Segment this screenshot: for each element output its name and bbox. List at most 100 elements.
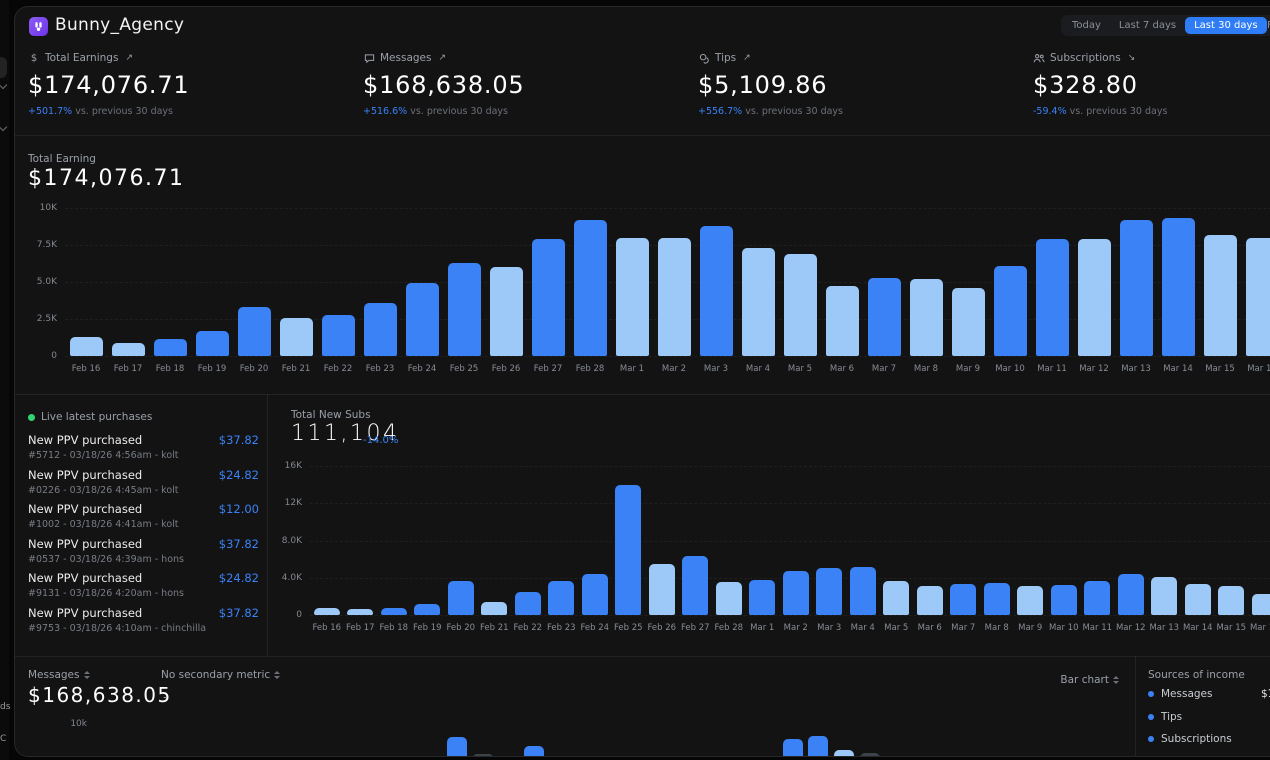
primary-metric-value: $168,638.05 xyxy=(28,683,172,707)
x-axis-label: Mar 10 xyxy=(1048,623,1079,633)
purchase-title: New PPV purchased xyxy=(28,571,143,586)
bar-mar-8[interactable] xyxy=(909,279,943,356)
bar-mar-3[interactable] xyxy=(816,568,843,615)
x-axis-label: Feb 26 xyxy=(491,364,521,374)
source-value: $5,109.86 xyxy=(1261,711,1270,723)
bar-mar-5[interactable] xyxy=(883,581,910,615)
bar-mar-4[interactable] xyxy=(849,566,876,615)
bar-mar-2[interactable] xyxy=(657,237,691,356)
bar-feb-27[interactable] xyxy=(682,556,709,615)
bar-feb-28[interactable] xyxy=(715,582,742,615)
clipped-bar[interactable] xyxy=(808,736,828,756)
bar-feb-27[interactable] xyxy=(531,239,565,356)
primary-metric-select[interactable]: Messages xyxy=(28,669,90,681)
x-axis-label: Mar 15 xyxy=(1205,364,1235,374)
bar-mar-6[interactable] xyxy=(825,286,859,356)
bar-feb-17[interactable] xyxy=(347,609,374,615)
range-option-last-7-days[interactable]: Last 7 days xyxy=(1118,20,1177,31)
clipped-bar[interactable] xyxy=(447,737,467,756)
bar-feb-26[interactable] xyxy=(489,267,523,356)
x-axis-label: Mar 12 xyxy=(1079,364,1109,374)
bar-mar-13[interactable] xyxy=(1151,576,1178,615)
bar-mar-7[interactable] xyxy=(867,277,901,356)
x-axis-label: Feb 26 xyxy=(647,623,677,633)
gridline xyxy=(65,208,1270,209)
purchase-meta: #5712 - 03/18/26 4:56am - kolt xyxy=(28,450,179,461)
bar-mar-7[interactable] xyxy=(950,584,977,615)
divider xyxy=(15,656,1270,657)
chart-type-select[interactable]: Bar chart xyxy=(1060,674,1119,686)
clipped-bar[interactable] xyxy=(473,754,493,756)
bar-mar-13[interactable] xyxy=(1119,219,1153,356)
clipped-bar[interactable] xyxy=(783,739,803,756)
bar-feb-20[interactable] xyxy=(447,581,474,615)
kpi-header: Messages ↗ xyxy=(363,52,683,64)
bar-feb-18[interactable] xyxy=(153,338,187,356)
range-option-today[interactable]: Today xyxy=(1072,20,1101,31)
bar-mar-10[interactable] xyxy=(993,265,1027,356)
bar-feb-23[interactable] xyxy=(363,302,397,356)
message-icon xyxy=(363,53,375,64)
clipped-bar[interactable] xyxy=(524,746,544,756)
clipped-bar[interactable] xyxy=(834,750,854,756)
bar-mar-12[interactable] xyxy=(1077,239,1111,356)
bar-feb-20[interactable] xyxy=(237,307,271,356)
chevron-down-icon[interactable] xyxy=(0,122,8,132)
secondary-metric-select[interactable]: No secondary metric xyxy=(161,669,281,681)
bar-mar-12[interactable] xyxy=(1117,574,1144,615)
bar-mar-8[interactable] xyxy=(983,583,1010,615)
bar-slot xyxy=(779,466,813,615)
bar-feb-24[interactable] xyxy=(405,283,439,356)
bar-mar-15[interactable] xyxy=(1203,234,1237,356)
bar-mar-6[interactable] xyxy=(916,586,943,615)
bar-feb-19[interactable] xyxy=(195,330,229,356)
subs-chart-total: 111,104 xyxy=(291,421,400,446)
bar-feb-21[interactable] xyxy=(279,317,313,356)
purchase-title: New PPV purchased xyxy=(28,433,143,447)
bar-feb-22[interactable] xyxy=(321,315,355,356)
bar-feb-23[interactable] xyxy=(548,580,575,615)
bar-mar-2[interactable] xyxy=(782,571,809,615)
bar-mar-1[interactable] xyxy=(615,237,649,356)
bar-mar-1[interactable] xyxy=(749,579,776,615)
bar-mar-14[interactable] xyxy=(1184,584,1211,615)
bar-feb-19[interactable] xyxy=(414,603,441,615)
bar-feb-26[interactable] xyxy=(648,563,675,615)
bar-feb-17[interactable] xyxy=(111,342,145,356)
purchase-amount: $37.82 xyxy=(218,536,259,551)
purchase-meta: #9753 - 03/18/26 4:10am - chinchilla xyxy=(28,623,207,634)
bar-feb-16[interactable] xyxy=(313,608,340,615)
bar-mar-10[interactable] xyxy=(1050,585,1077,615)
bar-mar-11[interactable] xyxy=(1035,239,1069,356)
bar-mar-3[interactable] xyxy=(699,225,733,356)
purchase-title: New PPV purchased xyxy=(28,467,143,482)
bar-feb-25[interactable] xyxy=(615,484,642,615)
live-purchases-title: Live latest purchases xyxy=(41,411,153,423)
sidebar-item-fragment[interactable] xyxy=(0,57,7,78)
bar-feb-21[interactable] xyxy=(481,601,508,615)
bar-mar-15[interactable] xyxy=(1218,586,1245,615)
bar-feb-22[interactable] xyxy=(514,591,541,615)
kpi-delta: -59.4% vs. previous 30 days xyxy=(1033,106,1168,117)
bar-mar-4[interactable] xyxy=(741,247,775,356)
bar-feb-24[interactable] xyxy=(581,574,608,615)
x-axis-label: Mar 4 xyxy=(850,623,875,633)
bar-mar-16[interactable] xyxy=(1251,593,1270,615)
source-label: Subscriptions xyxy=(1161,733,1232,745)
bar-feb-25[interactable] xyxy=(447,262,481,356)
clipped-bar[interactable] xyxy=(860,753,880,756)
bar-mar-14[interactable] xyxy=(1161,218,1195,356)
bar-feb-16[interactable] xyxy=(69,336,103,356)
bar-feb-28[interactable] xyxy=(573,219,607,356)
chevron-down-icon[interactable] xyxy=(0,80,8,90)
bar-mar-11[interactable] xyxy=(1084,580,1111,615)
sources-title: Sources of income xyxy=(1148,669,1245,681)
range-option-last-30-days[interactable]: Last 30 days xyxy=(1185,17,1267,34)
bar-feb-18[interactable] xyxy=(380,607,407,615)
bar-mar-9[interactable] xyxy=(1017,586,1044,615)
bar-mar-9[interactable] xyxy=(951,287,985,356)
collapsed-sidebar-sliver: ds C xyxy=(0,0,10,760)
bar-mar-5[interactable] xyxy=(783,253,817,356)
bar-mar-16[interactable] xyxy=(1245,237,1270,356)
kpi-delta: +516.6% vs. previous 30 days xyxy=(363,106,508,117)
